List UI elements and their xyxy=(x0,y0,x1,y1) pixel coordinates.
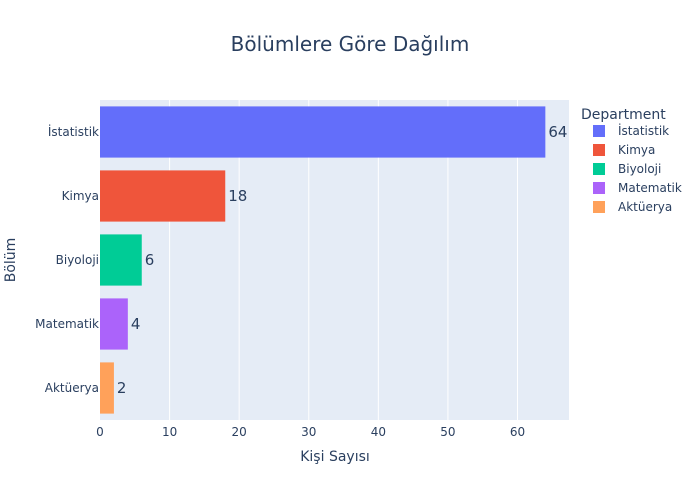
bars xyxy=(100,106,546,414)
legend-entry-label: İstatistik xyxy=(618,123,669,138)
legend-entry-label: Matematik xyxy=(618,181,682,195)
legend-swatch xyxy=(593,163,605,175)
y-tick-label: Aktüerya xyxy=(45,381,99,395)
x-tick-label: 40 xyxy=(371,425,386,439)
bar-data-label: 18 xyxy=(228,187,247,205)
bar-data-label: 6 xyxy=(145,251,155,269)
legend-entry-label: Kimya xyxy=(618,143,655,157)
legend: Department İstatistik Kimya Biyoloji Matema… xyxy=(581,107,682,214)
x-tick-label: 10 xyxy=(162,425,177,439)
y-axis-ticks: İstatistik Kimya Biyoloji Matematik Aktüerya xyxy=(35,124,99,395)
legend-title: Department xyxy=(581,107,666,123)
legend-swatch xyxy=(593,125,605,137)
bar xyxy=(100,170,226,222)
bar xyxy=(100,234,142,286)
bar-data-label: 4 xyxy=(131,315,141,333)
bar-data-label: 2 xyxy=(117,379,127,397)
x-tick-label: 50 xyxy=(440,425,455,439)
y-tick-label: Biyoloji xyxy=(56,253,99,267)
legend-entry-label: Aktüerya xyxy=(618,200,672,214)
y-tick-label: Kimya xyxy=(62,189,99,203)
bar-data-label: 64 xyxy=(548,123,567,141)
bar xyxy=(100,298,128,350)
legend-swatch xyxy=(593,144,605,156)
legend-swatch xyxy=(593,182,605,194)
y-axis-title: Bölüm xyxy=(3,238,19,283)
bar xyxy=(100,106,546,158)
x-axis-title: Kişi Sayısı xyxy=(300,449,370,465)
legend-entry-label: Biyoloji xyxy=(618,162,661,176)
legend-swatch xyxy=(593,201,605,213)
bar xyxy=(100,362,114,414)
x-tick-label: 30 xyxy=(301,425,316,439)
chart-title: Bölümlere Göre Dağılım xyxy=(231,32,470,56)
y-tick-label: Matematik xyxy=(35,317,99,331)
x-tick-label: 0 xyxy=(96,425,104,439)
y-tick-label: İstatistik xyxy=(48,124,99,139)
legend-items: İstatistik Kimya Biyoloji Matematik Aktüerya xyxy=(593,123,682,214)
x-axis-ticks: 0 10 20 30 40 50 60 xyxy=(96,425,525,439)
x-tick-label: 20 xyxy=(232,425,247,439)
x-tick-label: 60 xyxy=(510,425,525,439)
